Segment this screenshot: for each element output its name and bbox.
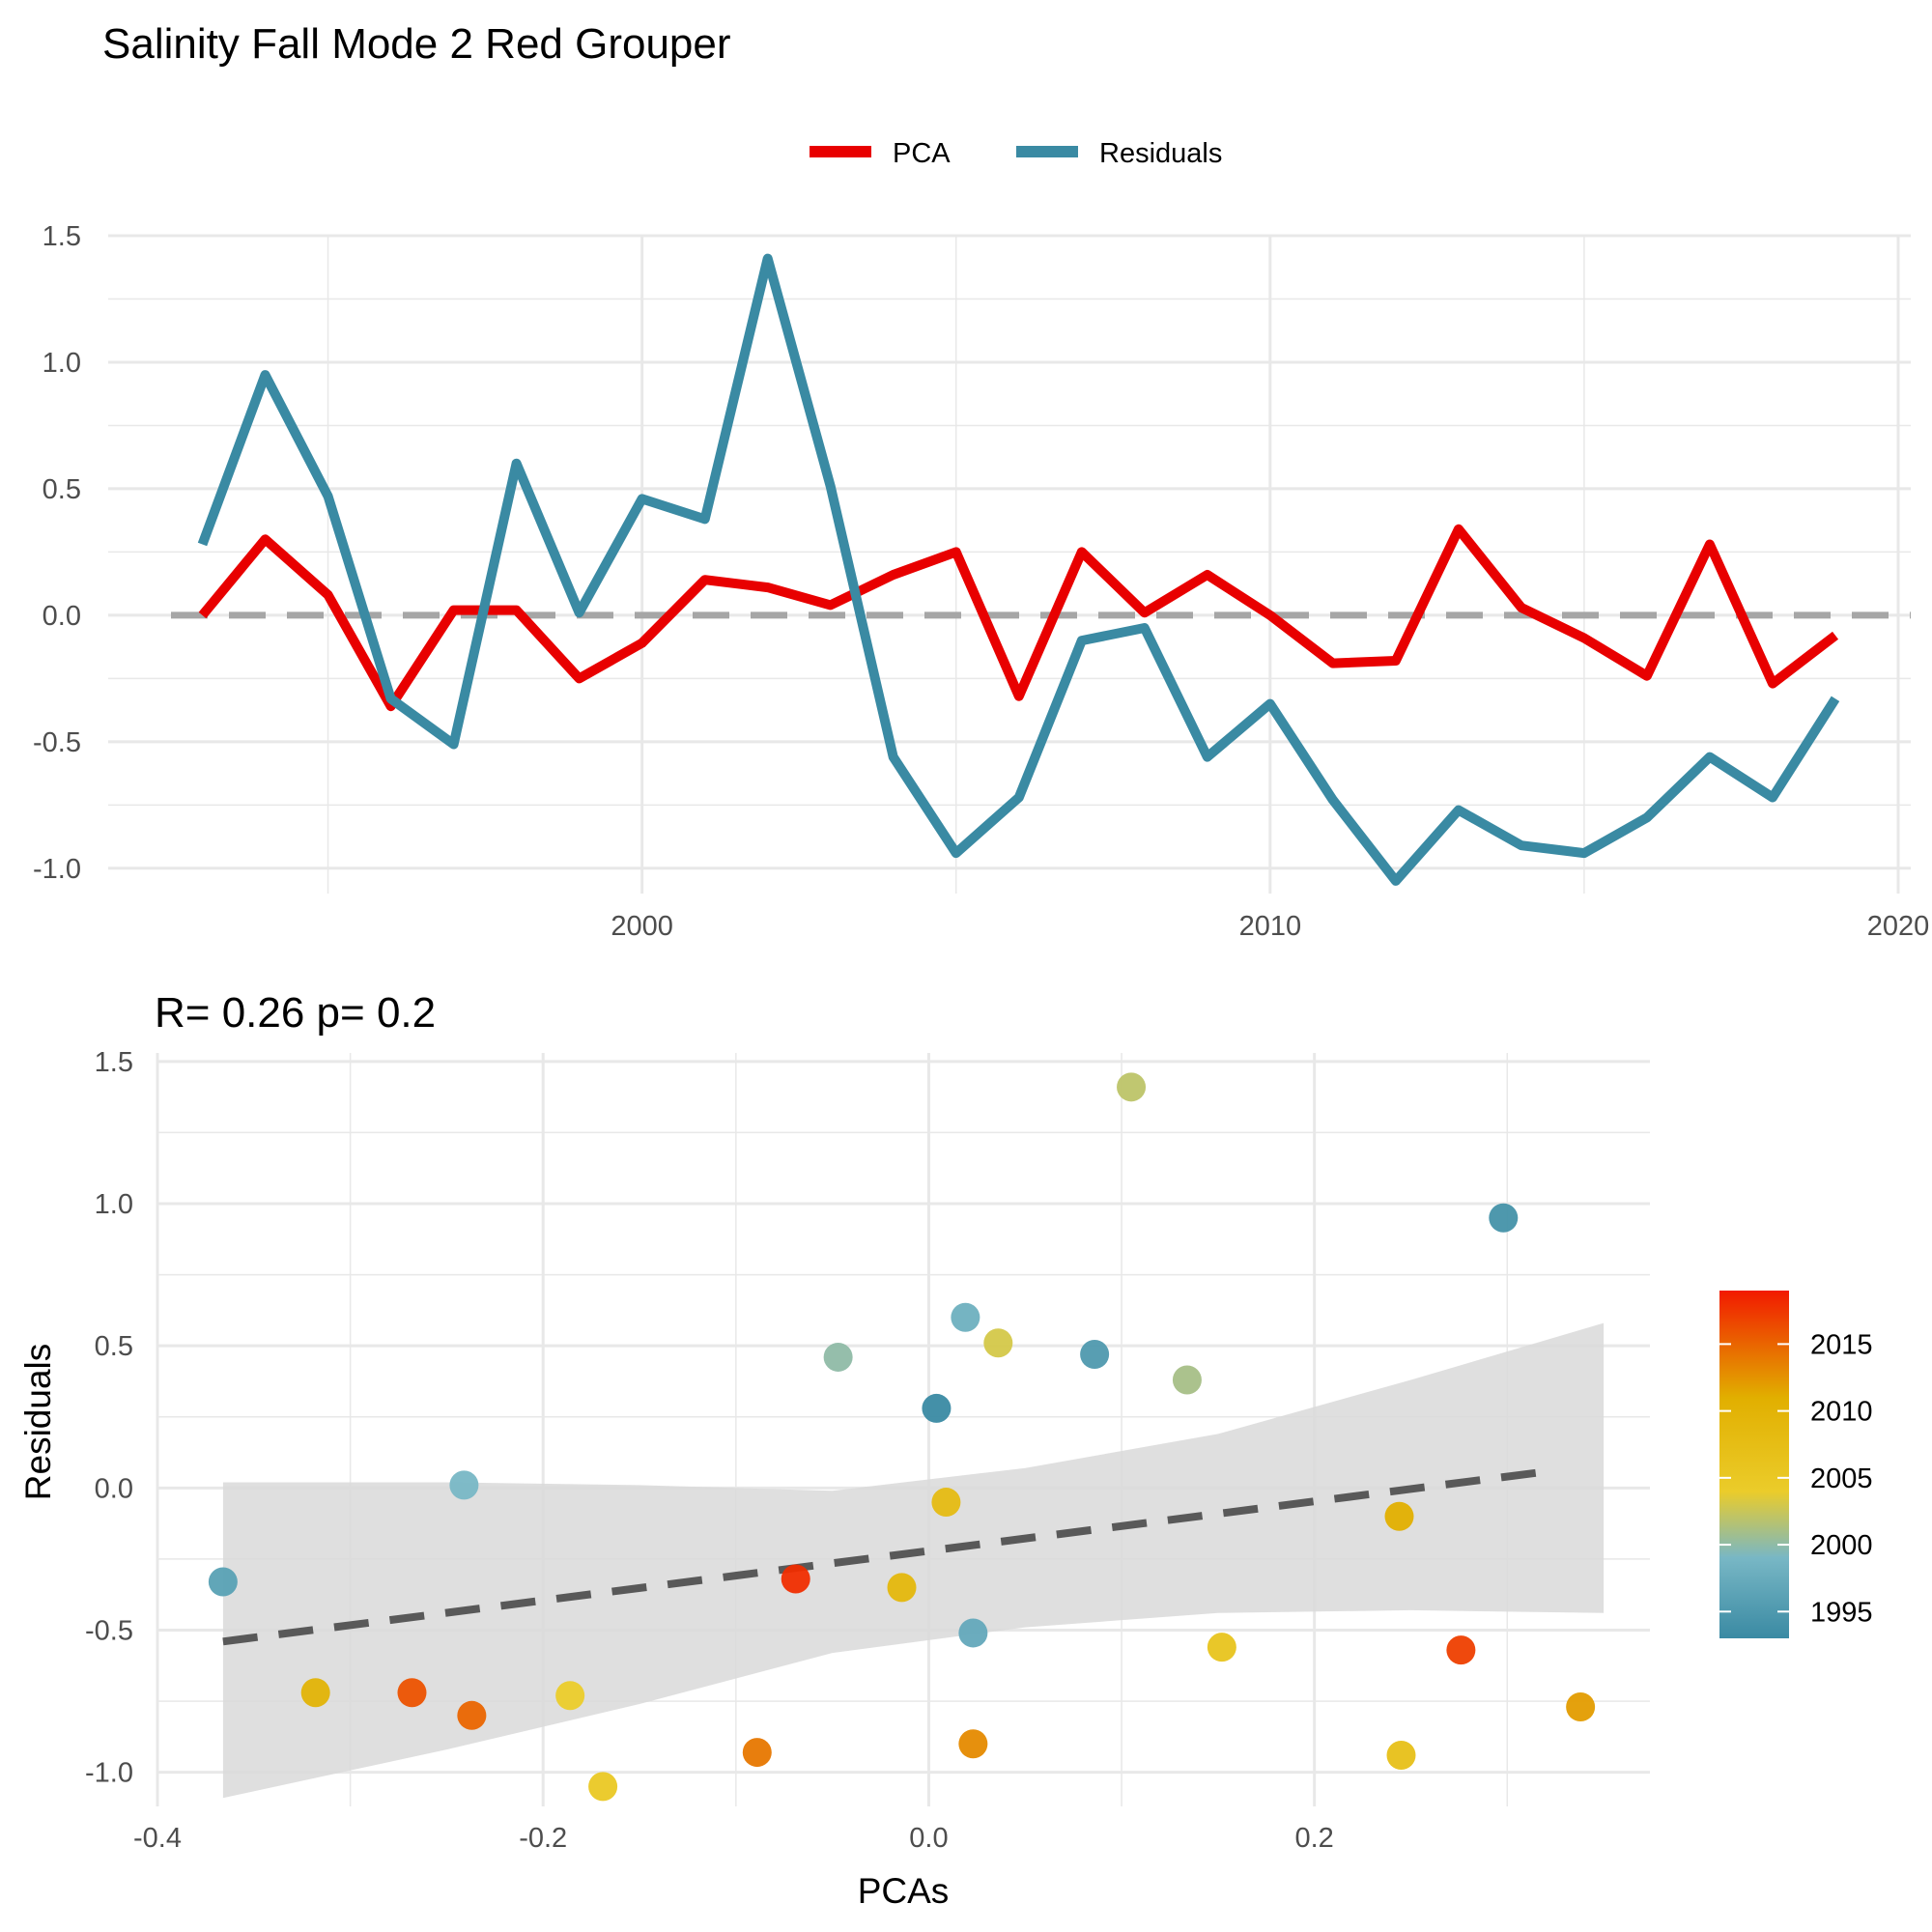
x-tick-label: 0.2 [1295, 1823, 1334, 1854]
scatter-point [457, 1700, 487, 1730]
scatter-point [742, 1738, 772, 1768]
scatter-title: R= 0.26 p= 0.2 [155, 989, 436, 1037]
scatter-point [983, 1328, 1013, 1358]
timeseries-x-ticks: 2000 2010 2020 [611, 911, 1929, 942]
timeseries-panel: -1.0 -0.5 0.0 0.5 1.0 1.5 2000 2010 2020 [33, 221, 1929, 942]
x-tick-label: 2020 [1867, 911, 1930, 942]
colorbar-gradient [1719, 1291, 1789, 1638]
scatter-point [958, 1618, 988, 1648]
x-tick-label: -0.2 [519, 1823, 567, 1854]
scatter-point [1386, 1741, 1416, 1771]
timeseries-y-ticks: -1.0 -0.5 0.0 0.5 1.0 1.5 [33, 221, 81, 885]
scatter-point [922, 1393, 952, 1423]
series-line-residuals [197, 253, 1840, 886]
scatter-x-ticks: -0.4 -0.2 0.0 0.2 [133, 1823, 1334, 1854]
colorbar-tick-label: 2005 [1810, 1463, 1873, 1494]
scatter-point [887, 1573, 917, 1603]
scatter-point [555, 1681, 585, 1711]
y-axis-title: Residuals [18, 1344, 58, 1500]
y-tick-label: -1.0 [33, 854, 81, 885]
y-tick-label: 1.5 [43, 221, 81, 252]
scatter-point [781, 1564, 810, 1594]
scatter-point [300, 1678, 330, 1708]
colorbar-tick-label: 1995 [1810, 1597, 1873, 1628]
colorbar-tick-label: 2010 [1810, 1397, 1873, 1428]
x-tick-label: 2010 [1239, 911, 1302, 942]
colorbar-tick-label: 2015 [1810, 1329, 1873, 1360]
scatter-point [1117, 1072, 1147, 1102]
series-line-pca [198, 524, 1839, 712]
scatter-point [1566, 1691, 1596, 1721]
colorbar-tick-label: 2000 [1810, 1530, 1873, 1561]
scatter-point [823, 1342, 853, 1372]
colorbar-ticks: 1995 2000 2005 2010 2015 [1719, 1329, 1873, 1628]
y-tick-label: -0.5 [33, 727, 81, 758]
scatter-point [1207, 1633, 1236, 1662]
scatter-point [958, 1729, 988, 1759]
confidence-band [222, 1322, 1605, 1799]
scatter-point [1080, 1340, 1110, 1369]
scatter-point [1172, 1365, 1202, 1395]
y-tick-label: -1.0 [85, 1758, 133, 1789]
y-tick-label: -0.5 [85, 1616, 133, 1647]
scatter-point [588, 1772, 618, 1802]
y-tick-label: 0.0 [95, 1473, 133, 1504]
y-tick-label: 0.0 [43, 601, 81, 632]
x-tick-label: 2000 [611, 911, 673, 942]
y-tick-label: 0.5 [95, 1331, 133, 1362]
x-tick-label: 0.0 [909, 1823, 948, 1854]
y-tick-label: 1.0 [95, 1189, 133, 1220]
scatter-panel: -1.0 -0.5 0.0 0.5 1.0 1.5 -0.4 -0.2 0.0 0.2 [85, 1047, 1650, 1854]
scatter-point [1384, 1501, 1414, 1531]
y-tick-label: 1.0 [43, 348, 81, 379]
scatter-point [1489, 1203, 1519, 1233]
x-axis-title: PCAs [858, 1871, 950, 1911]
x-tick-label: -0.4 [133, 1823, 182, 1854]
legend: PCA Residuals [810, 138, 1222, 169]
scatter-point [208, 1567, 238, 1597]
figure-title: Salinity Fall Mode 2 Red Grouper [102, 20, 731, 68]
legend-label-residuals: Residuals [1099, 138, 1222, 169]
scatter-point [931, 1488, 961, 1518]
colorbar: 1995 2000 2005 2010 2015 [1719, 1291, 1873, 1638]
scatter-points [208, 1072, 1596, 1802]
scatter-point [1446, 1635, 1476, 1665]
scatter-y-ticks: -1.0 -0.5 0.0 0.5 1.0 1.5 [85, 1047, 133, 1789]
scatter-point [951, 1302, 980, 1332]
scatter-point [449, 1470, 479, 1500]
y-tick-label: 0.5 [43, 474, 81, 505]
scatter-point [397, 1678, 427, 1708]
legend-label-pca: PCA [893, 138, 951, 169]
timeseries-grid [108, 234, 1911, 894]
y-tick-label: 1.5 [95, 1047, 133, 1078]
